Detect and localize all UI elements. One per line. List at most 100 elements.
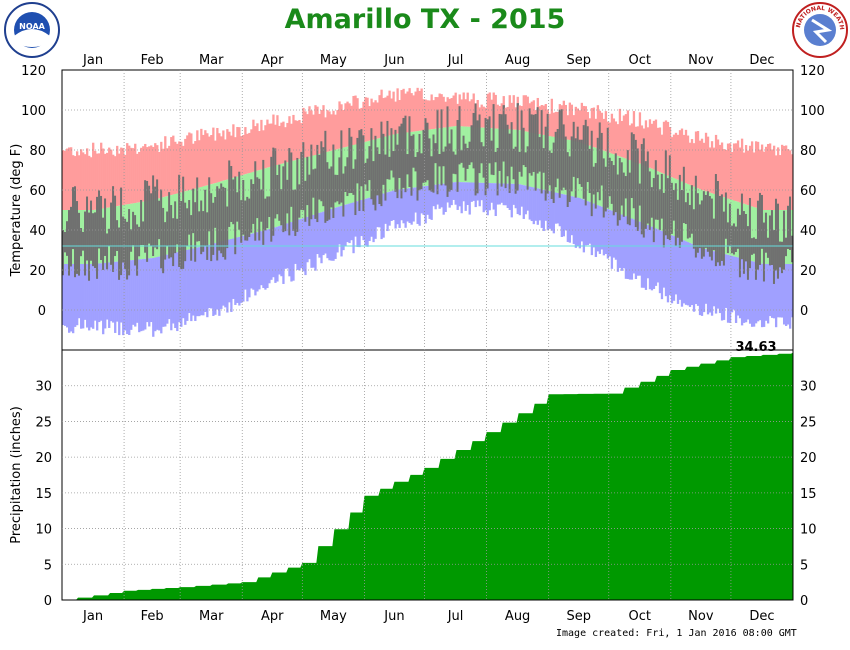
record-high-bar <box>460 99 463 127</box>
observed-temp-bar <box>256 177 259 219</box>
record-low-bar <box>352 202 355 254</box>
record-low-bar <box>324 210 327 254</box>
temp-tick-left: 60 <box>29 184 46 199</box>
record-low-bar <box>652 227 656 289</box>
record-high-bar <box>552 112 555 137</box>
record-high-bar <box>564 104 567 140</box>
record-high-bar <box>332 110 335 151</box>
record-high-bar <box>608 122 612 153</box>
record-high-bar <box>198 140 201 188</box>
record-high-bar <box>366 97 369 142</box>
observed-temp-bar <box>68 210 71 276</box>
record-low-bar <box>640 222 644 288</box>
observed-temp-bar <box>328 168 331 220</box>
observed-temp-bar <box>378 153 381 205</box>
observed-temp-bar <box>778 241 782 268</box>
record-low-bar <box>258 231 261 290</box>
observed-temp-bar <box>160 189 163 269</box>
observed-temp-bar <box>406 154 409 175</box>
record-low-bar <box>776 264 780 318</box>
record-high-bar <box>524 95 527 132</box>
record-high-bar <box>258 131 261 171</box>
observed-temp-bar <box>174 201 177 254</box>
observed-temp-bar <box>724 192 728 239</box>
record-high-bar <box>714 134 718 195</box>
record-low-bar <box>456 182 459 210</box>
observed-temp-bar <box>550 152 553 199</box>
record-high-bar <box>438 93 441 129</box>
record-low-bar <box>112 262 115 323</box>
observed-temp-bar <box>622 172 626 217</box>
record-high-bar <box>196 130 199 189</box>
record-high-bar <box>100 142 103 209</box>
record-high-bar <box>726 143 730 199</box>
record-high-bar <box>780 144 784 210</box>
record-low-bar <box>128 260 131 335</box>
observed-temp-bar <box>594 163 598 209</box>
record-low-bar <box>150 258 153 323</box>
record-low-bar <box>564 194 567 231</box>
record-low-bar <box>576 197 580 246</box>
record-high-bar <box>190 133 193 190</box>
record-high-bar <box>562 100 565 139</box>
record-high-bar <box>102 148 105 209</box>
record-low-bar <box>506 183 509 208</box>
record-low-bar <box>626 216 630 279</box>
record-low-bar <box>224 240 227 308</box>
record-low-bar <box>402 188 405 224</box>
observed-temp-bar <box>726 222 730 254</box>
observed-temp-bar <box>604 166 608 212</box>
record-low-bar <box>642 223 646 288</box>
record-low-bar <box>382 193 385 238</box>
record-low-bar <box>594 204 598 257</box>
observed-temp-bar <box>518 151 521 172</box>
record-high-bar <box>354 95 357 145</box>
record-low-bar <box>280 225 283 277</box>
record-high-bar <box>788 150 792 210</box>
record-high-bar <box>92 142 95 210</box>
record-high-bar <box>596 105 600 149</box>
precip-tick-left: 15 <box>35 487 52 502</box>
record-low-bar <box>790 264 794 318</box>
record-low-bar <box>492 183 495 210</box>
record-high-bar <box>636 126 640 163</box>
observed-temp-bar <box>722 211 726 266</box>
record-high-bar <box>758 149 762 210</box>
record-low-bar <box>136 259 139 323</box>
noaa-logo-text: NOAA <box>19 22 45 31</box>
image-created-note: Image created: Fri, 1 Jan 2016 08:00 GMT <box>556 628 797 639</box>
observed-temp-bar <box>730 225 734 254</box>
record-high-bar <box>480 104 483 128</box>
observed-temp-bar <box>292 189 295 231</box>
record-low-bar <box>90 264 93 328</box>
record-low-bar <box>438 184 441 209</box>
record-high-bar <box>774 155 778 210</box>
record-high-bar <box>538 106 541 135</box>
observed-temp-bar <box>254 161 257 241</box>
observed-temp-bar <box>480 142 483 164</box>
observed-temp-bar <box>248 198 251 238</box>
record-low-bar <box>508 183 511 210</box>
record-low-bar <box>310 215 313 268</box>
record-low-bar <box>364 198 367 246</box>
record-high-bar <box>618 108 622 157</box>
record-high-bar <box>186 135 189 191</box>
month-label-top: Dec <box>749 53 774 68</box>
record-low-bar <box>502 183 505 206</box>
record-low-bar <box>590 202 594 256</box>
record-low-bar <box>234 237 237 305</box>
record-low-bar <box>648 225 652 290</box>
record-high-bar <box>150 145 153 201</box>
record-low-bar <box>478 182 481 207</box>
observed-temp-bar <box>242 180 245 235</box>
record-low-bar <box>318 212 321 258</box>
observed-temp-bar <box>224 187 227 260</box>
record-low-bar <box>200 246 203 316</box>
record-high-bar <box>388 90 391 136</box>
observed-temp-bar <box>694 175 698 258</box>
observed-temp-bar <box>398 126 401 178</box>
record-low-bar <box>350 202 353 241</box>
precip-tick-right: 20 <box>800 451 817 466</box>
record-low-bar <box>228 239 231 303</box>
observed-temp-bar <box>286 179 289 214</box>
